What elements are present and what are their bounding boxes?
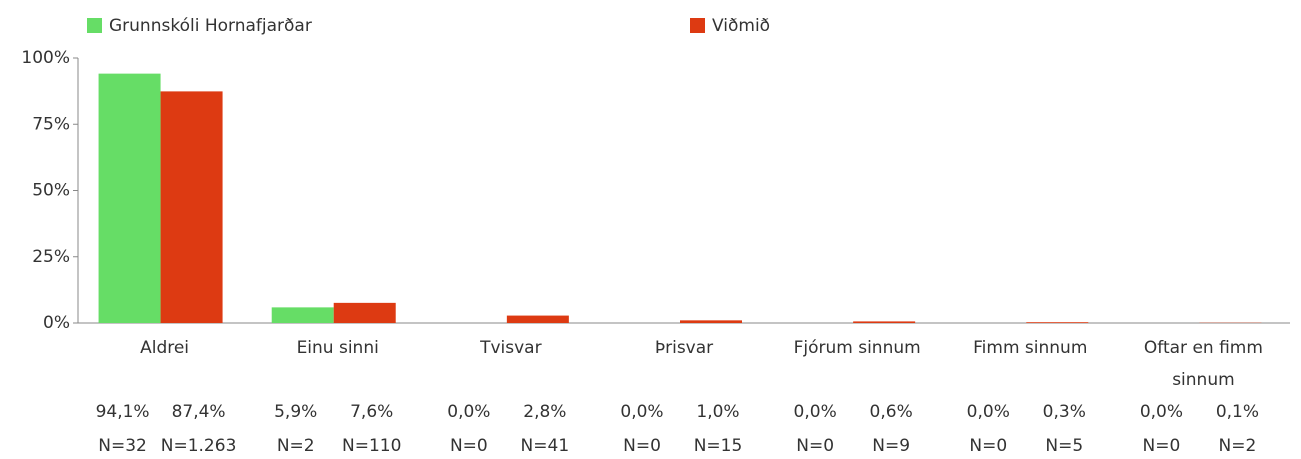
bar <box>853 321 916 323</box>
count-label: N=5 <box>1045 436 1083 456</box>
value-label: 0,3% <box>1043 402 1086 422</box>
value-label: 94,1% <box>96 402 150 422</box>
bar <box>333 302 396 323</box>
bar <box>1026 322 1089 323</box>
count-label: N=9 <box>872 436 910 456</box>
legend-swatch <box>690 18 705 33</box>
count-label: N=0 <box>796 436 834 456</box>
count-label: N=2 <box>277 436 315 456</box>
y-tick-label: 0% <box>43 313 70 333</box>
value-label: 0,0% <box>1140 402 1183 422</box>
y-tick-label: 75% <box>32 114 70 134</box>
y-tick-label: 100% <box>21 48 70 68</box>
x-tick-label: Þrisvar <box>655 338 713 358</box>
x-tick-label: Fjórum sinnum <box>794 338 921 358</box>
value-label: 0,0% <box>620 402 663 422</box>
count-label: N=0 <box>969 436 1007 456</box>
count-label: N=0 <box>623 436 661 456</box>
count-label: N=0 <box>450 436 488 456</box>
count-label: N=1.263 <box>161 436 237 456</box>
count-label: N=110 <box>342 436 401 456</box>
legend-swatch <box>87 18 102 33</box>
count-label: N=15 <box>694 436 743 456</box>
value-label: 87,4% <box>172 402 226 422</box>
value-label: 0,6% <box>870 402 913 422</box>
value-label: 0,1% <box>1216 402 1259 422</box>
value-label: 1,0% <box>696 402 739 422</box>
x-tick-label: Einu sinni <box>297 338 379 358</box>
bar <box>680 320 742 323</box>
bar <box>160 91 223 323</box>
count-label: N=41 <box>521 436 570 456</box>
count-label: N=0 <box>1143 436 1181 456</box>
x-tick-label: Aldrei <box>140 338 189 358</box>
count-label: N=32 <box>98 436 147 456</box>
value-label: 0,0% <box>447 402 490 422</box>
bar <box>271 307 334 323</box>
y-tick-label: 50% <box>32 181 70 201</box>
count-label: N=2 <box>1219 436 1257 456</box>
legend-label: Viðmið <box>712 16 770 36</box>
value-label: 5,9% <box>274 402 317 422</box>
bar <box>98 73 161 323</box>
value-label: 0,0% <box>794 402 837 422</box>
x-tick-label: Oftar en fimm sinnum <box>1144 338 1263 390</box>
value-label: 7,6% <box>350 402 393 422</box>
y-tick-label: 25% <box>32 247 70 267</box>
legend-label: Grunnskóli Hornafjarðar <box>109 16 312 36</box>
x-tick-label: Tvisvar <box>479 338 542 358</box>
x-tick-label: Fimm sinnum <box>973 338 1087 358</box>
bar <box>506 315 569 323</box>
value-label: 2,8% <box>523 402 566 422</box>
value-label: 0,0% <box>967 402 1010 422</box>
